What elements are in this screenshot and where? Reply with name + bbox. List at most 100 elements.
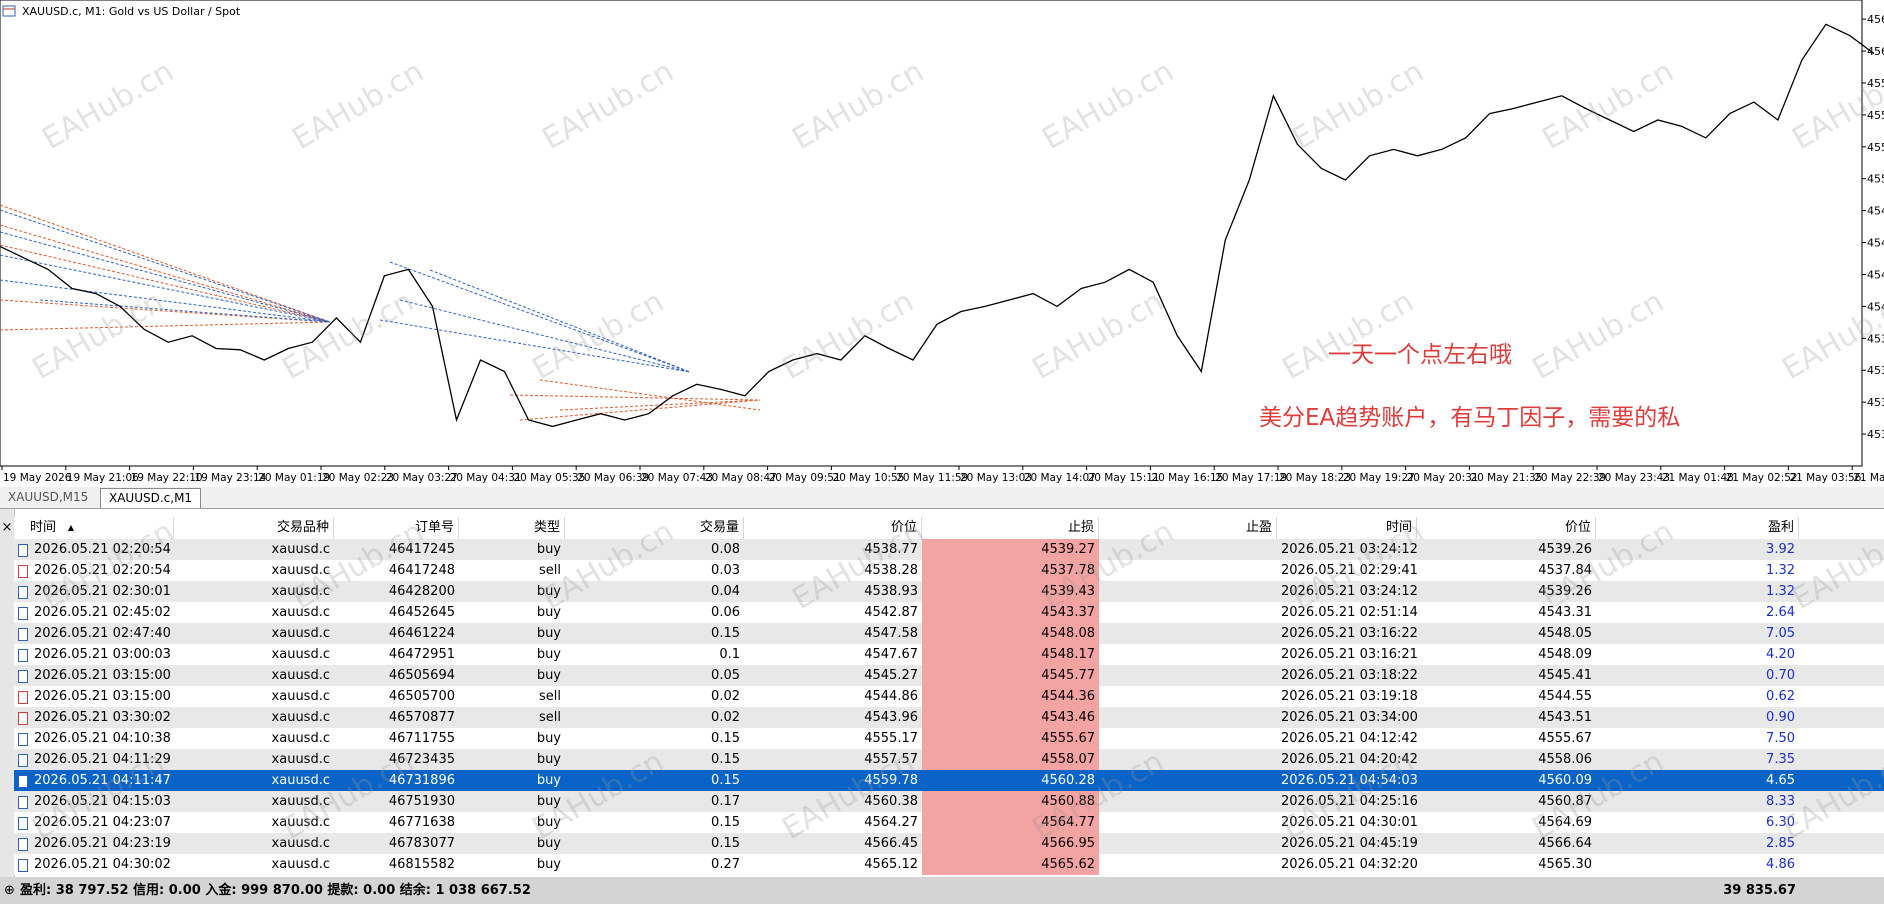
table-cell: 4542.87 <box>864 605 918 620</box>
table-cell: 46428200 <box>388 584 455 599</box>
table-cell: 0.00 <box>1799 665 1884 686</box>
table-cell: 4564.27 <box>864 815 918 830</box>
x-tick-label: 19 May 22:10 <box>131 472 203 484</box>
table-cell: buy <box>536 731 561 746</box>
column-header[interactable]: 止损 <box>922 517 1099 539</box>
table-cell: 4565.12 <box>864 857 918 872</box>
table-cell: buy <box>536 605 561 620</box>
column-header[interactable]: 类型 <box>459 517 565 539</box>
table-cell: 4543.51 <box>1538 710 1592 725</box>
table-cell: 2026.05.21 04:54:03 <box>1281 773 1417 788</box>
table-cell: 2026.05.21 02:20:54 <box>34 563 171 578</box>
x-tick-label: 20 May 14:07 <box>1024 472 1096 484</box>
table-cell: buy <box>536 647 561 662</box>
column-header[interactable]: 止盈 <box>1099 517 1277 539</box>
table-cell: xauusd.c <box>271 836 330 851</box>
table-cell: 0.1 <box>719 647 740 662</box>
column-header[interactable]: 交易量 <box>565 517 744 539</box>
order-icon <box>18 544 28 557</box>
tab[interactable]: XAUUSD,M15 <box>8 490 89 504</box>
y-tick-label: 4562.50 <box>1867 13 1884 26</box>
stop-loss-cell <box>922 812 1099 833</box>
stop-loss-cell <box>922 749 1099 770</box>
x-tick-label: 20 May 17:19 <box>1215 472 1287 484</box>
close-button: × <box>1 520 13 535</box>
table-cell: 4559.78 <box>864 773 918 788</box>
table-cell: 0.01 <box>1799 770 1884 791</box>
table-cell: 46751930 <box>388 794 455 809</box>
table-cell: 2026.05.21 04:32:20 <box>1281 857 1417 872</box>
column-header[interactable]: 订单号 <box>334 517 459 539</box>
table-cell: 4545.77 <box>1041 668 1095 683</box>
table-cell: 4555.67 <box>1538 731 1592 746</box>
order-icon <box>18 754 28 767</box>
sort-indicator: ▲ <box>67 523 74 532</box>
column-header[interactable]: 交易品种 <box>174 517 334 539</box>
table-cell: buy <box>536 668 561 683</box>
order-icon <box>18 838 28 851</box>
x-tick-label: 20 May 11:59 <box>896 472 968 484</box>
table-cell: 4555.17 <box>864 731 918 746</box>
x-tick-label: 20 May 21:35 <box>1470 472 1542 484</box>
table-cell: 3.92 <box>1766 542 1795 557</box>
table-cell: 2026.05.21 04:30:02 <box>34 857 171 872</box>
table-cell: buy <box>536 815 561 830</box>
table-cell: 46731896 <box>388 773 455 788</box>
table-cell: 4543.31 <box>1538 605 1592 620</box>
table-cell: 2026.05.21 03:15:00 <box>34 689 171 704</box>
table-cell: 2026.05.21 02:29:41 <box>1281 563 1417 578</box>
table-cell: buy <box>536 773 561 788</box>
table-cell: 46505694 <box>388 668 455 683</box>
table-cell: 4560.87 <box>1538 794 1592 809</box>
column-header[interactable]: 盈利 <box>1596 517 1799 539</box>
trade-lines <box>0 204 761 421</box>
order-icon <box>18 691 28 704</box>
table-cell: 0.00 <box>1799 854 1884 875</box>
column-header[interactable]: 价位 <box>1417 517 1596 539</box>
table-cell: 4548.17 <box>1041 647 1095 662</box>
column-header[interactable]: 价位 <box>744 517 922 539</box>
order-icon <box>18 586 28 599</box>
table-cell: xauusd.c <box>271 605 330 620</box>
y-tick-label: 4555.00 <box>1867 109 1884 122</box>
chart-tabs: XAUUSD,M15 XAUUSD.c,M1 <box>0 487 1884 509</box>
table-cell: 8.33 <box>1766 794 1795 809</box>
table-cell: 4.86 <box>1766 857 1795 872</box>
order-icon <box>18 670 28 683</box>
table-cell: buy <box>536 857 561 872</box>
table-cell: buy <box>536 752 561 767</box>
row-background <box>14 770 1884 791</box>
order-icon <box>18 565 28 578</box>
table-cell: 7.35 <box>1766 752 1795 767</box>
table-cell: 2026.05.21 03:24:12 <box>1281 584 1417 599</box>
tab[interactable]: XAUUSD.c,M1 <box>100 488 202 508</box>
x-tick-label: 20 May 18:23 <box>1279 472 1351 484</box>
x-tick-label: 20 May 09:51 <box>769 472 841 484</box>
stop-loss-cell <box>922 854 1099 875</box>
table-cell: 4538.77 <box>864 542 918 557</box>
footer-icon: ⊕ <box>4 883 15 898</box>
table-cell: 4566.45 <box>864 836 918 851</box>
column-header[interactable]: 变 <box>1799 517 1884 539</box>
table-cell: 0.15 <box>711 815 740 830</box>
table-cell: 7.05 <box>1766 626 1795 641</box>
stop-loss-cell <box>922 560 1099 581</box>
table-cell: 46472951 <box>388 647 455 662</box>
table-cell: 4543.37 <box>1041 605 1095 620</box>
order-icon <box>18 859 28 872</box>
x-tick-label: 20 May 05:35 <box>513 472 585 484</box>
table-cell: xauusd.c <box>271 857 330 872</box>
table-cell: 1.32 <box>1766 563 1795 578</box>
table-cell: xauusd.c <box>271 815 330 830</box>
table-cell: xauusd.c <box>271 752 330 767</box>
x-tick-label: 20 May 03:27 <box>386 472 458 484</box>
column-header[interactable]: 时间 <box>14 517 174 539</box>
table-cell: 0.01 <box>1799 749 1884 770</box>
column-header[interactable]: 时间 <box>1277 517 1417 539</box>
y-tick-label: 4560.00 <box>1867 45 1884 58</box>
order-icon <box>18 649 28 662</box>
table-cell: 4557.57 <box>864 752 918 767</box>
table-cell: 0.05 <box>711 668 740 683</box>
y-tick-label: 4552.50 <box>1867 141 1884 154</box>
